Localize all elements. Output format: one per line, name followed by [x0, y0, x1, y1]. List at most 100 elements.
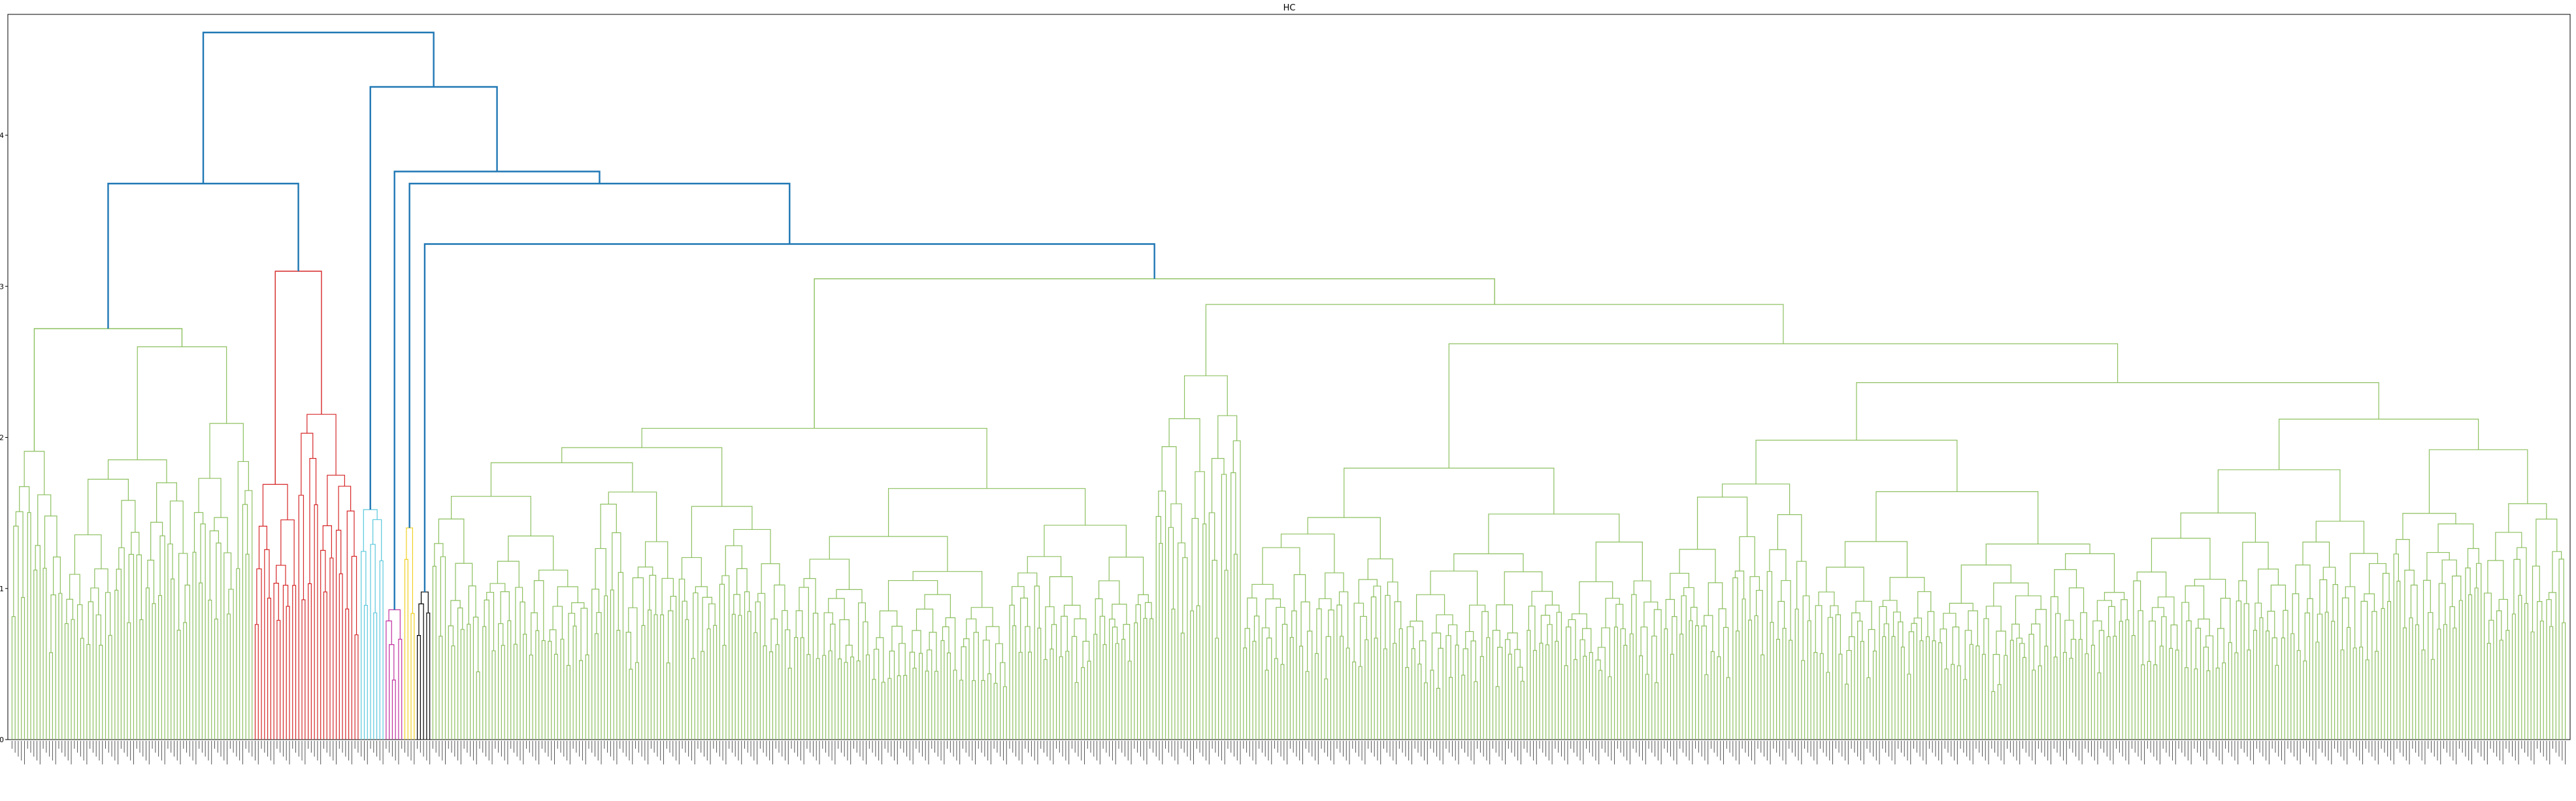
dendrogram-link [1453, 553, 1524, 572]
dendrogram-link [1653, 609, 1662, 740]
dendrogram-link [2085, 653, 2089, 740]
dendrogram-link [1127, 661, 1132, 740]
dendrogram-link [216, 542, 222, 740]
dendrogram-link [1957, 665, 1961, 740]
dendrogram-link [15, 511, 24, 598]
dendrogram-link [2243, 603, 2249, 740]
dendrogram-link [1211, 458, 1225, 513]
dendrogram-link [523, 634, 527, 740]
dendrogram-link [2053, 657, 2058, 740]
dendrogram-link [2151, 607, 2164, 621]
dendrogram-link [121, 500, 136, 548]
dendrogram-link [520, 601, 525, 740]
dendrogram-link [1051, 624, 1057, 740]
dendrogram-link [438, 636, 443, 740]
dendrogram-link [753, 632, 758, 740]
top-level-link [423, 243, 1155, 593]
dendrogram-link [1664, 628, 1668, 740]
dendrogram-link [1324, 678, 1329, 740]
dendrogram-link [2161, 616, 2167, 740]
dendrogram-link [1776, 638, 1780, 740]
dendrogram-link [1393, 642, 1397, 740]
dendrogram-link [787, 668, 792, 740]
dendrogram-link [1318, 598, 1332, 610]
dendrogram-link [1742, 598, 1746, 740]
dendrogram-link [1807, 620, 1811, 740]
dendrogram-link [858, 602, 866, 661]
dendrogram-link [156, 482, 177, 523]
dendrogram-link [1293, 574, 1306, 611]
dendrogram-links [11, 31, 2566, 740]
dendrogram-link [1431, 632, 1442, 670]
dendrogram-link [1082, 640, 1090, 668]
dendrogram-link [1545, 644, 1549, 740]
dendrogram-link [1346, 647, 1350, 740]
dendrogram-link [306, 414, 337, 476]
dendrogram-link [1358, 579, 1378, 604]
dendrogram-link [2169, 647, 2173, 740]
y-tick-label: 4 [0, 131, 4, 140]
dendrogram-link [1063, 604, 1081, 619]
dendrogram-link [1613, 627, 1618, 740]
dendrogram-link [2539, 620, 2544, 740]
dendrogram-link [33, 569, 38, 740]
dendrogram-link [822, 655, 827, 740]
dendrogram-link [1423, 682, 1428, 740]
dendrogram-link [618, 572, 624, 740]
dendrogram-link [800, 637, 804, 740]
dendrogram-link [594, 633, 599, 740]
dendrogram-link [1940, 629, 1947, 669]
dendrogram-link [228, 589, 234, 740]
dendrogram-link [1108, 557, 1144, 595]
dendrogram-link [1882, 636, 1887, 740]
dendrogram-link [2483, 593, 2492, 740]
dendrogram-link [838, 658, 842, 740]
dendrogram-link [691, 658, 695, 740]
dendrogram-link [127, 622, 131, 740]
dendrogram-link [1983, 618, 1989, 740]
dendrogram-link [2038, 665, 2042, 740]
dendrogram-link [167, 543, 173, 740]
dendrogram-link [1985, 606, 2002, 632]
dendrogram-link [2198, 618, 2210, 636]
dendrogram-link [535, 630, 540, 740]
dendrogram-link [169, 500, 184, 554]
dendrogram-link [1044, 525, 1127, 557]
dendrogram-link [88, 478, 129, 535]
dendrogram-link [159, 535, 165, 740]
dendrogram-link [1815, 605, 1823, 654]
dendrogram-link [498, 623, 504, 740]
dendrogram-link [145, 587, 150, 740]
dendrogram-link [131, 532, 140, 555]
dendrogram-link [549, 629, 557, 655]
cluster-root-link [274, 270, 322, 485]
dendrogram-link [1183, 375, 1228, 419]
dendrogram-link [1049, 576, 1073, 607]
dendrogram-link [1405, 667, 1410, 740]
dendrogram-link [1951, 664, 1955, 740]
dendrogram-link [105, 592, 111, 740]
dendrogram-link [2175, 649, 2179, 740]
dendrogram-link [1689, 620, 1693, 740]
dendrogram-link [2119, 621, 2123, 740]
dendrogram-link [80, 638, 84, 740]
dendrogram-link [794, 637, 799, 740]
dendrogram-link [223, 552, 232, 740]
dendrogram-link [1770, 621, 1774, 740]
dendrogram-link [450, 600, 461, 626]
dendrogram-link [90, 587, 99, 615]
dendrogram-link [1844, 683, 1849, 740]
top-level-link [202, 31, 435, 184]
dendrogram-link [44, 515, 58, 568]
dendrogram-link [379, 560, 384, 740]
dendrogram-link [782, 610, 788, 740]
dendrogram-link [1889, 577, 1925, 600]
dendrogram-link [784, 629, 791, 740]
dendrogram-link [276, 619, 281, 740]
dendrogram-link [1723, 627, 1729, 740]
dendrogram-link [2371, 611, 2377, 740]
dendrogram-link [1844, 541, 1908, 578]
dendrogram-link [1944, 668, 1949, 740]
dendrogram-link [2238, 580, 2247, 604]
dendrogram-link [2028, 634, 2034, 740]
